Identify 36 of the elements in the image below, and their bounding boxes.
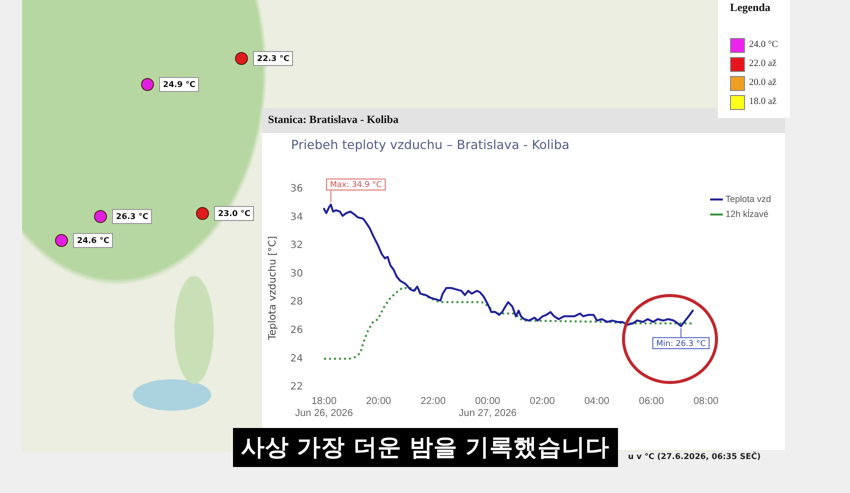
y-axis-title: Teplota vzduchu [°C] — [268, 236, 279, 342]
chart-title: Priebeh teploty vzduchu – Bratislava - Koliba — [291, 137, 570, 152]
text: 20.0 až — [749, 77, 776, 90]
text: u v °C (27.6.2026, 06:35 SEČ) — [628, 452, 761, 461]
x-tick-label: 22:00 — [420, 396, 446, 407]
text: 사상 가장 더운 밤을 기록했습니다 — [233, 428, 618, 467]
x-tick-label: 08:00 — [693, 396, 719, 407]
text: 18.0 až — [749, 96, 776, 109]
y-tick-label: 26 — [290, 325, 303, 336]
text: Stanica: Bratislava - Koliba — [268, 114, 398, 126]
x-tick-label: 04:00 — [584, 396, 610, 407]
category-label: 23.0 °C — [214, 206, 254, 221]
y-tick-label: 32 — [290, 240, 303, 252]
legend-label: 12h kĺzavé — [725, 208, 769, 219]
x-tick-label: 00:00 Jun 27, 2026 — [458, 396, 518, 419]
x-tick-label: 20:00 — [366, 396, 392, 407]
y-tick-label: 22 — [290, 382, 303, 393]
category-label: 24.6 °C — [73, 233, 114, 248]
text: 22.0 až — [749, 58, 776, 71]
y-tick-label: 28 — [290, 296, 303, 308]
annotation: Min: 26.3 °C — [656, 338, 706, 348]
y-tick-label: 30 — [290, 268, 303, 280]
annotation: Max: 34.9 °C — [330, 180, 382, 190]
y-tick-label: 34 — [290, 212, 303, 223]
text: 24.0 °C — [749, 39, 778, 52]
line-series — [323, 287, 694, 360]
x-tick-label: 18:00 Jun 26, 2026 — [295, 396, 354, 419]
text: Legenda — [730, 2, 770, 14]
category-label: 26.3 °C — [112, 209, 152, 224]
y-tick-label: 24 — [290, 353, 303, 364]
category-label: 22.3 °C — [253, 51, 294, 66]
x-tick-label: 02:00 — [530, 396, 556, 407]
y-tick-label: 36 — [290, 184, 303, 195]
category-label: 24.9 °C — [159, 77, 200, 92]
x-tick-label: 06:00 — [638, 396, 664, 407]
legend-label: Teplota vzd — [725, 194, 772, 204]
